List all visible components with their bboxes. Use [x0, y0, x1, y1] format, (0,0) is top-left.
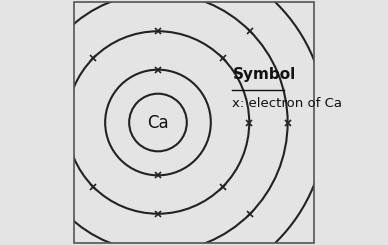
Text: x: electron of Ca: x: electron of Ca: [232, 97, 343, 110]
Text: Symbol: Symbol: [232, 67, 296, 82]
Text: Ca: Ca: [147, 113, 169, 132]
